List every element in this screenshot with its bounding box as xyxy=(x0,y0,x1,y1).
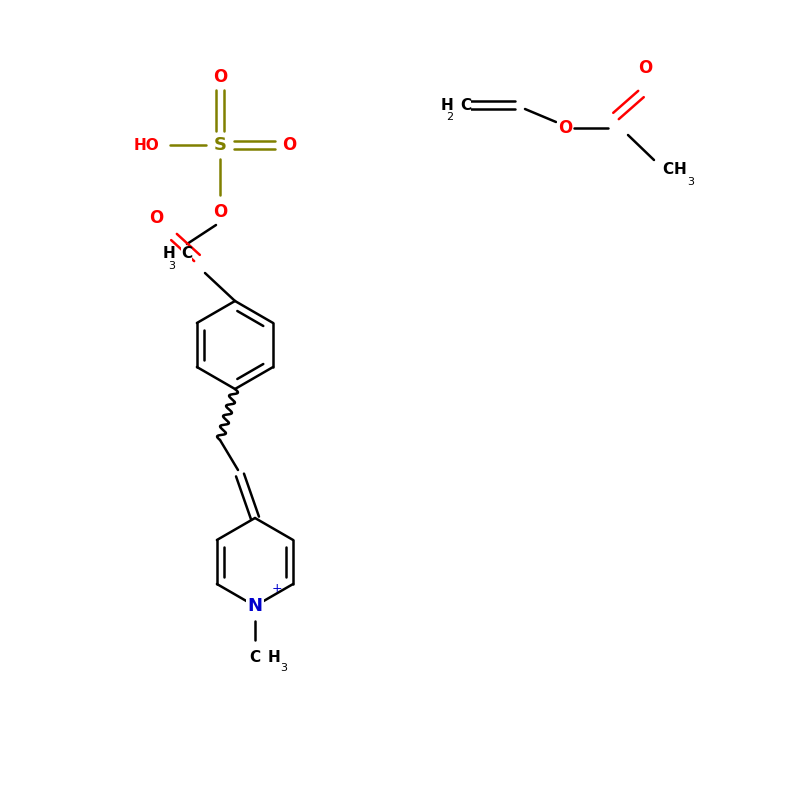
Text: C: C xyxy=(250,650,261,665)
Text: 3: 3 xyxy=(168,261,175,271)
Text: H: H xyxy=(162,246,175,262)
Text: 3: 3 xyxy=(687,177,694,187)
Text: O: O xyxy=(149,209,163,227)
Text: 2: 2 xyxy=(446,112,453,122)
Text: O: O xyxy=(213,68,227,86)
Text: N: N xyxy=(247,597,262,615)
Text: O: O xyxy=(213,203,227,221)
Text: +: + xyxy=(272,582,282,594)
Text: H: H xyxy=(674,162,686,178)
Text: O: O xyxy=(558,119,572,137)
Text: C: C xyxy=(662,162,673,178)
Text: O: O xyxy=(638,59,652,77)
Text: H: H xyxy=(268,650,281,665)
Text: H: H xyxy=(440,98,453,113)
Text: HO: HO xyxy=(134,138,159,153)
Text: O: O xyxy=(282,136,296,154)
Text: 3: 3 xyxy=(280,663,287,673)
Text: C: C xyxy=(460,98,471,113)
Text: S: S xyxy=(214,136,226,154)
Text: C: C xyxy=(181,246,192,262)
